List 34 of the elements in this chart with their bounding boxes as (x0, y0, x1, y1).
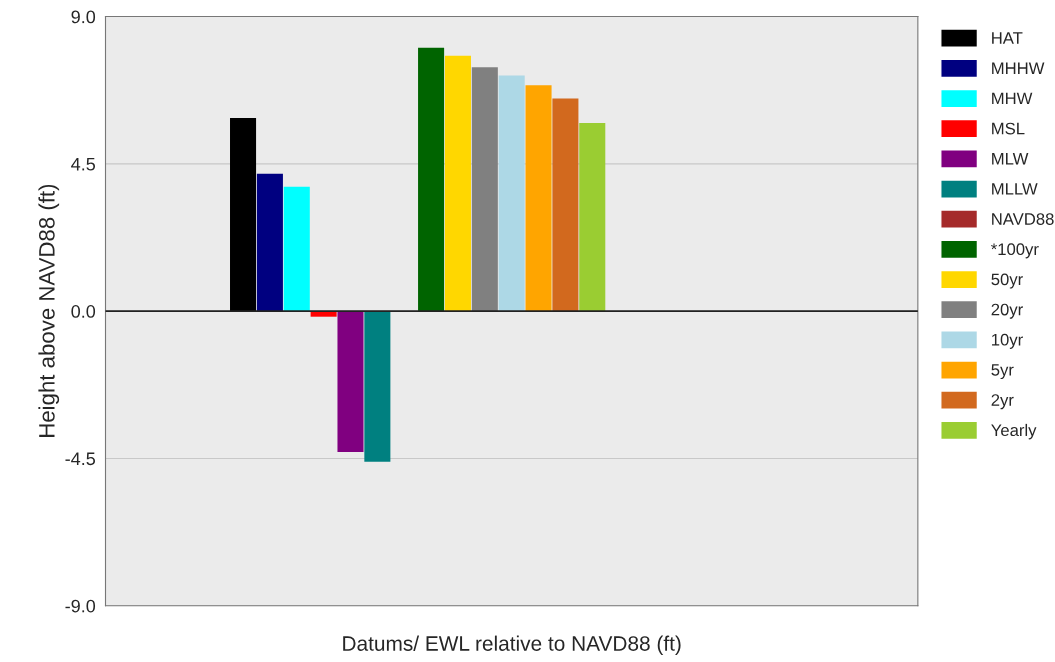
legend-label: 5yr (991, 364, 1014, 380)
legend-label: MLW (992, 152, 1029, 165)
legend-label: 50yr (991, 273, 1023, 289)
legend-label: Yearly (991, 423, 1037, 440)
legend-label: MLLW (992, 183, 1038, 195)
bar (552, 98, 579, 312)
legend-label: 20yr (991, 303, 1023, 319)
legend-label: MSL (992, 122, 1025, 135)
y-tick-label: -4.5 (65, 452, 96, 466)
bar (418, 47, 445, 312)
bar (230, 118, 257, 312)
y-axis-title: Height above NAVD88 (ft) (38, 184, 60, 437)
bar (444, 55, 471, 312)
legend-label: *100yr (991, 243, 1039, 259)
legend-label: MHHW (992, 62, 1045, 74)
bar (256, 173, 283, 312)
legend-label: HAT (992, 32, 1023, 44)
x-axis-title: Datums/ EWL relative to NAVD88 (ft) (343, 635, 681, 655)
y-tick-label: 0.0 (71, 305, 96, 318)
legend-label: MHW (992, 92, 1033, 105)
bar (337, 311, 364, 452)
bar (471, 67, 498, 312)
bar (498, 75, 525, 312)
legend-label: 10yr (992, 333, 1023, 349)
y-tick-label: 4.5 (71, 157, 96, 171)
y-tick-label: -9.0 (65, 599, 96, 613)
bar (579, 122, 606, 312)
bar (364, 311, 391, 462)
y-tick-label: 9.0 (71, 10, 96, 24)
bar (310, 311, 337, 317)
bar (283, 186, 310, 312)
bar (525, 85, 552, 312)
legend-label: NAVD88 (992, 213, 1054, 225)
legend-label: 2yr (991, 394, 1014, 410)
